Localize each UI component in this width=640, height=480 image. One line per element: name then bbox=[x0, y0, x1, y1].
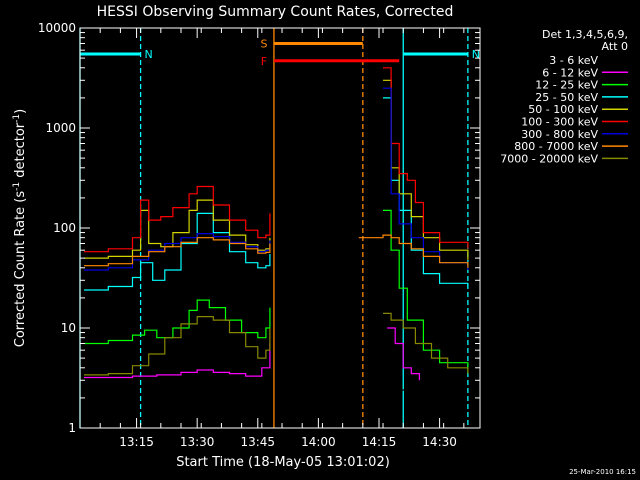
y-axis-label-main: Corrected Count Rate (s bbox=[13, 191, 28, 348]
series-line-8 bbox=[84, 312, 469, 376]
y-tick-label-3: 1000 bbox=[45, 121, 76, 135]
x-tick-label-5: 14:30 bbox=[422, 435, 457, 449]
flag-label-3: F bbox=[261, 55, 267, 68]
y-axis-label-sup2: -1 bbox=[12, 114, 22, 123]
x-tick-label-0: 13:15 bbox=[119, 435, 154, 449]
y-tick-label-0: 1 bbox=[68, 421, 76, 435]
legend-label-6: 300 - 800 keV bbox=[521, 128, 598, 141]
legend-label-1: 6 - 12 keV bbox=[542, 66, 598, 79]
x-tick-label-2: 13:45 bbox=[240, 435, 275, 449]
x-tick-label-3: 14:00 bbox=[301, 435, 336, 449]
chart-title: HESSI Observing Summary Count Rates, Cor… bbox=[97, 4, 454, 20]
legend-label-8: 7000 - 20000 keV bbox=[500, 152, 598, 165]
flag-label-0: N bbox=[144, 48, 152, 61]
footer-timestamp: 25-Mar-2010 16:15 bbox=[569, 468, 636, 476]
legend-label-7: 800 - 7000 keV bbox=[514, 140, 598, 153]
x-tick-label-1: 13:30 bbox=[180, 435, 215, 449]
flag-bars: N N SF bbox=[80, 37, 480, 68]
legend-label-4: 50 - 100 keV bbox=[528, 103, 598, 116]
series-lines bbox=[84, 67, 469, 414]
flag-label-1: N bbox=[472, 48, 480, 61]
series-line-2 bbox=[84, 209, 469, 374]
series-line-0 bbox=[177, 389, 416, 414]
legend-title-line2: Att 0 bbox=[602, 40, 628, 53]
y-tick-label-4: 10000 bbox=[38, 21, 76, 35]
y-tick-label-2: 100 bbox=[53, 221, 76, 235]
legend-title-line1: Det 1,3,4,5,6,9, bbox=[542, 28, 628, 41]
flag-label-2: S bbox=[260, 37, 267, 50]
legend-label-0: 3 - 6 keV bbox=[549, 54, 598, 67]
y-axis-label-end: ) bbox=[13, 109, 28, 114]
legend-label-2: 12 - 25 keV bbox=[535, 79, 598, 92]
series-line-1 bbox=[84, 327, 420, 381]
series-line-7 bbox=[84, 234, 469, 268]
y-tick-label-1: 10 bbox=[61, 321, 76, 335]
legend-label-5: 100 - 300 keV bbox=[521, 116, 598, 129]
y-axis-label-sup1: -1 bbox=[12, 182, 22, 191]
legend-label-3: 25 - 50 keV bbox=[535, 91, 598, 104]
y-axis-label: Corrected Count Rate (s-1 detector-1) bbox=[12, 109, 28, 347]
x-tick-label-4: 14:15 bbox=[362, 435, 397, 449]
series-line-5 bbox=[84, 67, 469, 253]
x-axis-label: Start Time (18-May-05 13:01:02) bbox=[176, 455, 390, 470]
y-axis-label-mid: detector bbox=[13, 122, 28, 182]
axes: 1 10 100 1000 10000 13:15 13:30 13:45 14:00 14:15… bbox=[38, 21, 480, 449]
